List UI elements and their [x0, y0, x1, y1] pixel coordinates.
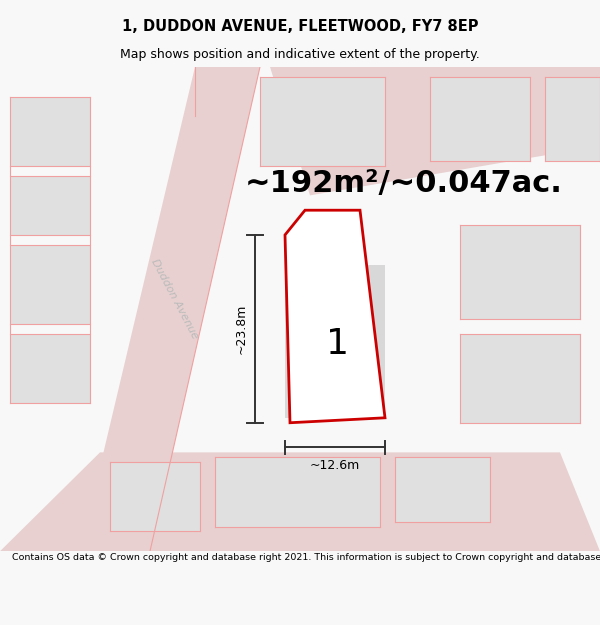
Polygon shape — [545, 77, 600, 161]
Text: ~23.8m: ~23.8m — [235, 304, 248, 354]
Polygon shape — [10, 334, 90, 403]
Text: ~192m²/~0.047ac.: ~192m²/~0.047ac. — [245, 169, 563, 198]
Polygon shape — [80, 67, 260, 551]
Polygon shape — [285, 264, 385, 418]
Polygon shape — [430, 77, 530, 161]
Text: ~12.6m: ~12.6m — [310, 459, 360, 472]
Text: 1: 1 — [326, 327, 349, 361]
Polygon shape — [395, 458, 490, 522]
Polygon shape — [215, 458, 380, 526]
Polygon shape — [260, 77, 385, 166]
Polygon shape — [270, 67, 600, 196]
Polygon shape — [10, 176, 90, 235]
Text: Duddon Avenue: Duddon Avenue — [149, 258, 200, 341]
Text: Map shows position and indicative extent of the property.: Map shows position and indicative extent… — [120, 48, 480, 61]
Polygon shape — [10, 96, 90, 166]
Polygon shape — [285, 210, 385, 422]
Text: Contains OS data © Crown copyright and database right 2021. This information is : Contains OS data © Crown copyright and d… — [12, 552, 600, 562]
Polygon shape — [110, 462, 200, 531]
Polygon shape — [460, 334, 580, 422]
Text: 1, DUDDON AVENUE, FLEETWOOD, FY7 8EP: 1, DUDDON AVENUE, FLEETWOOD, FY7 8EP — [122, 19, 478, 34]
Polygon shape — [460, 225, 580, 319]
Polygon shape — [10, 245, 90, 324]
Polygon shape — [0, 452, 600, 551]
